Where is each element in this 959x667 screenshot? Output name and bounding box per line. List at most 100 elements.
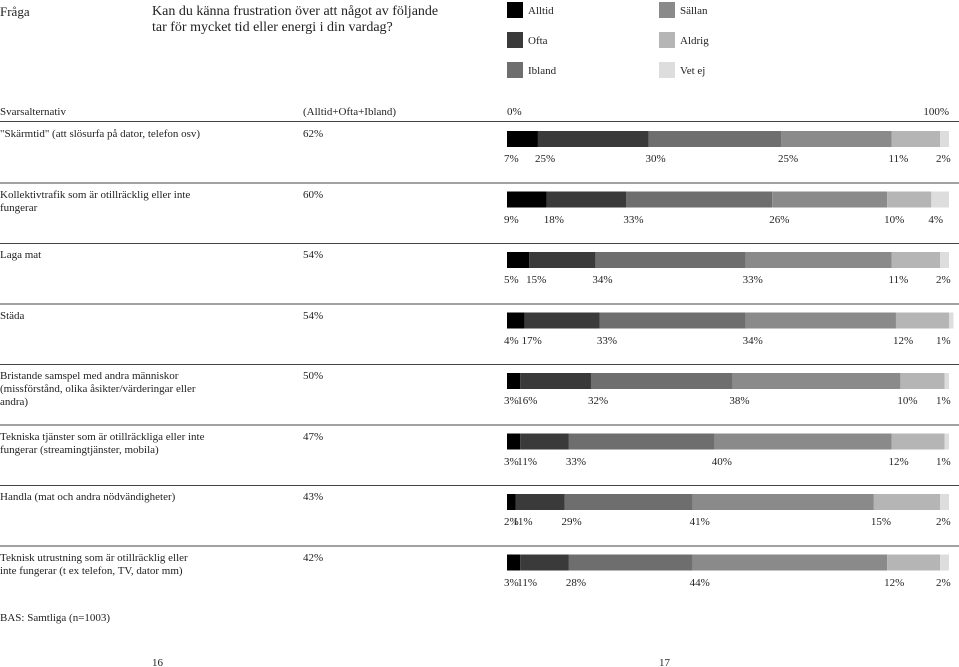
bar-segment — [772, 191, 888, 208]
page-number: 16 — [152, 657, 163, 667]
bar-segment — [745, 312, 896, 329]
total-label: 43% — [303, 491, 324, 503]
bar-segment — [873, 494, 941, 510]
segment-label: 11% — [512, 516, 533, 528]
total-label: 54% — [303, 249, 324, 261]
bar-segment — [891, 252, 941, 268]
bar-segment — [940, 131, 949, 147]
bar-segment — [940, 252, 949, 268]
total-label: 50% — [303, 370, 324, 382]
segment-label: 18% — [543, 213, 564, 226]
bar-segment — [887, 554, 941, 571]
bar-segment — [940, 554, 949, 571]
bar-segment — [564, 494, 693, 510]
bar-segment — [940, 494, 949, 510]
legend-swatch — [659, 62, 675, 78]
bar-segment — [895, 312, 949, 329]
category-label: Tekniska tjänster som är otillräckliga e… — [0, 430, 205, 456]
category-label: Teknisk utrustning som är otillräcklig e… — [0, 551, 188, 577]
segment-label: 2% — [936, 576, 951, 589]
bar-segment — [507, 373, 521, 389]
bar-segment — [781, 131, 892, 147]
total-label: 60% — [303, 188, 324, 201]
legend-label: Sällan — [680, 5, 708, 17]
bar-segment — [537, 131, 649, 147]
bar-segment — [745, 252, 892, 268]
segment-label: 11% — [517, 576, 538, 589]
bar-segment — [507, 312, 525, 329]
segment-label: 12% — [884, 576, 905, 589]
column-header: Svarsalternativ — [0, 106, 66, 118]
bar-segment — [529, 252, 596, 268]
segment-label: 2% — [936, 274, 951, 286]
bar-segment — [546, 191, 627, 208]
category-label: Handla (mat och andra nödvändigheter) — [0, 491, 176, 503]
segment-label: 1% — [936, 395, 951, 407]
bar-segment — [507, 191, 547, 208]
bar-segment — [714, 433, 892, 450]
segment-label: 1% — [936, 455, 951, 468]
total-label: 42% — [303, 551, 324, 564]
segment-label: 30% — [645, 153, 666, 165]
bar-segment — [887, 191, 932, 208]
segment-label: 32% — [587, 395, 609, 407]
bar-segment — [507, 252, 530, 268]
segment-label: 33% — [565, 455, 587, 468]
bar-segment — [900, 373, 945, 389]
segment-label: 26% — [769, 213, 790, 226]
total-label: 62% — [303, 128, 324, 140]
bar-segment — [692, 494, 874, 510]
segment-label: 11% — [888, 153, 909, 165]
segment-label: 9% — [504, 213, 519, 226]
segment-label: 3% — [504, 395, 519, 407]
legend-swatch — [659, 2, 675, 18]
segment-label: 41% — [689, 516, 710, 528]
segment-label: 4% — [504, 334, 519, 347]
bar-segment — [520, 554, 569, 571]
segment-label: 17% — [521, 334, 542, 347]
segment-label: 25% — [534, 153, 556, 165]
segment-label: 11% — [888, 274, 909, 286]
segment-label: 2% — [504, 516, 519, 528]
category-label: Laga mat — [0, 249, 42, 261]
bar-segment — [944, 373, 949, 389]
bar-segment — [599, 312, 746, 329]
segment-label: 38% — [729, 395, 750, 407]
legend-swatch — [507, 32, 523, 48]
bar-segment — [520, 373, 591, 389]
legend-label: Ofta — [528, 35, 548, 47]
segment-label: 12% — [888, 455, 909, 468]
legend-label: Ibland — [528, 65, 557, 77]
segment-label: 25% — [778, 153, 799, 165]
segment-label: 40% — [711, 455, 732, 468]
category-label: Bristande samspel med andra människor (m… — [0, 370, 196, 408]
segment-label: 10% — [897, 395, 918, 407]
segment-label: 1% — [936, 334, 951, 347]
segment-label: 34% — [592, 274, 613, 286]
segment-label: 33% — [596, 334, 617, 347]
segment-label: 44% — [689, 576, 710, 589]
column-header: (Alltid+Ofta+Ibland) — [303, 106, 397, 118]
legend-label: Vet ej — [680, 65, 706, 77]
segment-label: 2% — [936, 516, 951, 528]
legend-swatch — [659, 32, 675, 48]
segment-label: 12% — [892, 334, 914, 347]
bar-segment — [507, 554, 521, 571]
bar-segment — [507, 494, 516, 510]
bar-segment — [595, 252, 746, 268]
segment-label: 33% — [623, 213, 644, 226]
bar-segment — [949, 312, 954, 329]
legend-label: Aldrig — [680, 35, 709, 47]
segment-label: 10% — [884, 213, 905, 226]
question-label: Fråga — [0, 4, 30, 19]
bar-segment — [931, 191, 949, 208]
bar-segment — [732, 373, 901, 389]
legend-swatch — [507, 2, 523, 18]
segment-label: 2% — [936, 153, 951, 165]
segment-label: 4% — [928, 213, 943, 226]
bar-segment — [515, 494, 565, 510]
bar-segment — [590, 373, 733, 389]
page-number: 17 — [659, 657, 670, 667]
